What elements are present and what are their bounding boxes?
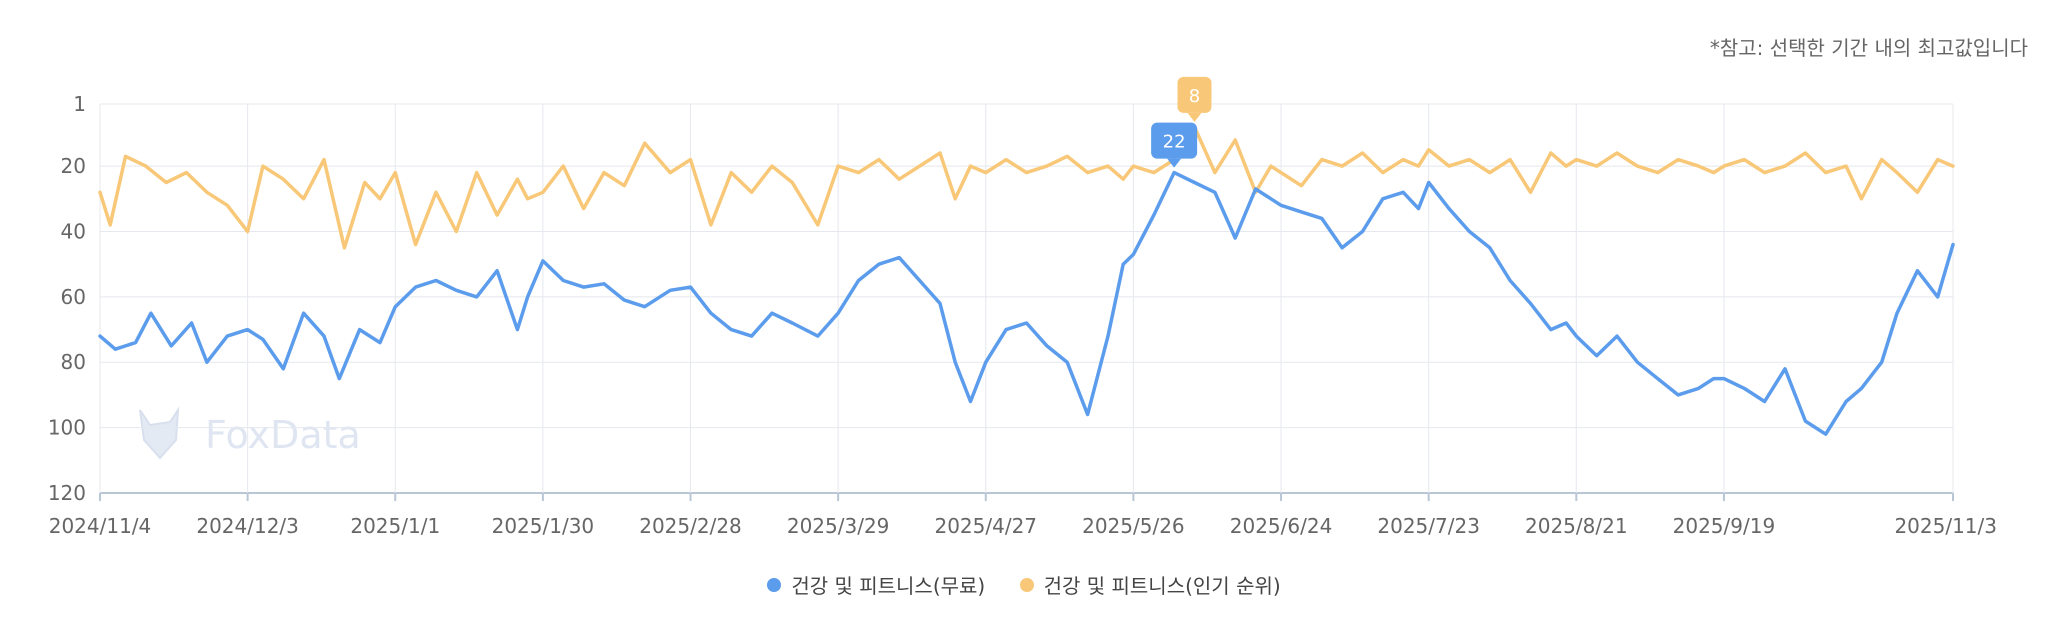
x-tick-label: 2025/7/23 xyxy=(1377,514,1480,538)
y-tick-label: 80 xyxy=(61,350,86,374)
legend-dot-icon xyxy=(1019,577,1034,592)
x-tick-label: 2025/1/1 xyxy=(350,514,440,538)
tooltip-pointer xyxy=(1167,158,1182,168)
fox-logo-icon xyxy=(139,406,180,460)
y-tick-label: 1 xyxy=(73,92,86,116)
chart-legend: 건강 및 피트니스(무료) 건강 및 피트니스(인기 순위) xyxy=(0,570,2048,599)
x-tick-label: 2025/8/21 xyxy=(1525,514,1628,538)
legend-item-free[interactable]: 건강 및 피트니스(무료) xyxy=(767,570,985,599)
x-tick-label: 2024/12/3 xyxy=(196,514,299,538)
legend-label-popular: 건강 및 피트니스(인기 순위) xyxy=(1043,574,1281,598)
x-tick-label: 2025/2/28 xyxy=(639,514,742,538)
x-tick-label: 2025/1/30 xyxy=(492,514,595,538)
x-tick-label: 2025/6/24 xyxy=(1230,514,1333,538)
y-tick-label: 20 xyxy=(61,154,86,178)
x-tick-label: 2025/5/26 xyxy=(1082,514,1185,538)
y-tick-label: 40 xyxy=(61,219,86,243)
watermark-text: FoxData xyxy=(205,413,361,457)
y-tick-label: 60 xyxy=(61,285,86,309)
value-tooltip: 8 xyxy=(1177,76,1212,122)
x-tick-label: 2025/3/29 xyxy=(787,514,890,538)
tooltip-value: 22 xyxy=(1163,132,1186,153)
series-line-free xyxy=(98,170,1955,436)
legend-item-popular[interactable]: 건강 및 피트니스(인기 순위) xyxy=(1019,570,1281,599)
tooltip-box xyxy=(1151,122,1198,159)
chart-note: *참고: 선택한 기간 내의 최고값입니다 xyxy=(1709,36,2028,60)
tooltip-pointer xyxy=(1187,112,1202,122)
tooltip-box xyxy=(1177,76,1212,113)
x-tick-label: 2025/9/19 xyxy=(1673,514,1776,538)
x-tick-label: 2024/11/4 xyxy=(49,514,152,538)
x-tick-label: 2025/11/3 xyxy=(1894,514,1997,538)
x-tick-label: 2025/4/27 xyxy=(934,514,1037,538)
y-tick-label: 100 xyxy=(48,416,86,440)
value-tooltip: 22 xyxy=(1151,122,1198,168)
series-line-popular xyxy=(98,125,1955,250)
legend-label-free: 건강 및 피트니스(무료) xyxy=(791,574,986,598)
legend-dot-icon xyxy=(767,577,782,592)
tooltip-value: 8 xyxy=(1189,86,1200,107)
y-tick-label: 120 xyxy=(48,481,86,505)
